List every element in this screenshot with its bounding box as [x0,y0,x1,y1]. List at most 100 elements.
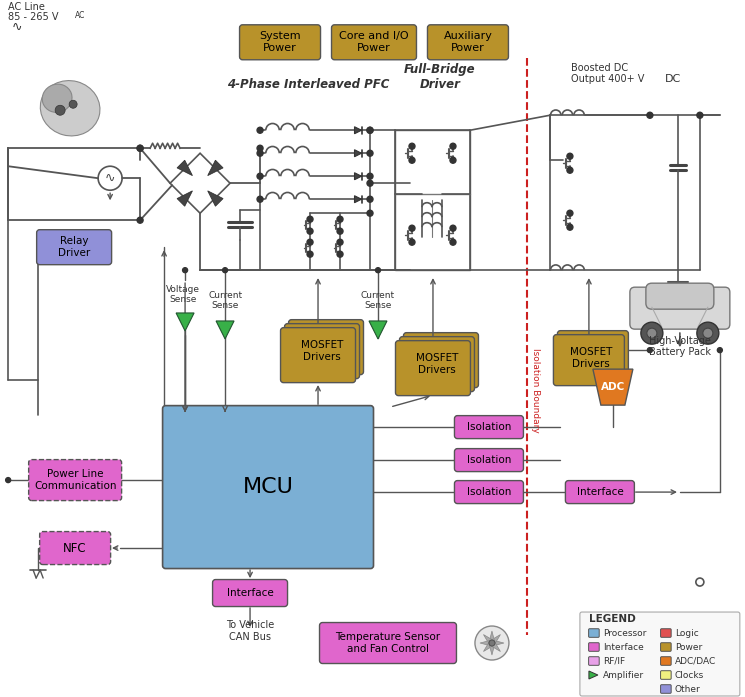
FancyBboxPatch shape [285,323,360,378]
Text: Current
Sense: Current Sense [208,291,242,310]
FancyBboxPatch shape [399,337,475,392]
Text: ∿: ∿ [105,171,115,185]
Circle shape [697,322,719,344]
Circle shape [697,112,703,118]
Polygon shape [355,173,361,180]
Text: Amplifier: Amplifier [603,671,644,680]
Text: AC Line: AC Line [8,2,45,13]
Circle shape [367,128,373,133]
Circle shape [409,158,415,163]
Circle shape [450,239,456,245]
Circle shape [647,348,653,353]
Text: Temperature Sensor
and Fan Control: Temperature Sensor and Fan Control [335,632,440,654]
Circle shape [367,197,373,202]
Ellipse shape [40,81,100,136]
FancyBboxPatch shape [37,230,112,265]
Circle shape [450,225,456,231]
FancyBboxPatch shape [661,684,671,694]
FancyBboxPatch shape [661,671,671,680]
Circle shape [69,100,77,108]
Text: MOSFET
Drivers: MOSFET Drivers [301,340,343,362]
FancyBboxPatch shape [396,341,470,396]
FancyBboxPatch shape [404,332,478,388]
FancyBboxPatch shape [454,415,524,438]
Text: 4-Phase Interleaved PFC: 4-Phase Interleaved PFC [226,78,389,91]
Text: LEGEND: LEGEND [589,614,635,624]
Text: Power: Power [675,643,702,652]
Circle shape [703,328,713,338]
Text: AC: AC [75,11,86,20]
Circle shape [475,626,509,660]
Text: MCU: MCU [243,477,294,497]
FancyBboxPatch shape [661,643,671,651]
Polygon shape [208,160,223,176]
Text: NFC: NFC [63,542,87,555]
Polygon shape [484,634,493,644]
Circle shape [183,268,188,273]
Circle shape [55,105,65,115]
Text: Processor: Processor [603,629,646,638]
Text: System
Power: System Power [259,31,301,53]
Circle shape [137,217,143,223]
Polygon shape [593,369,633,405]
Circle shape [307,216,313,222]
Text: ADC/DAC: ADC/DAC [675,657,716,666]
Circle shape [367,151,373,156]
Text: Isolation: Isolation [467,455,511,465]
Circle shape [409,239,415,245]
Circle shape [337,251,343,257]
Text: Boosted DC
Output 400+ V: Boosted DC Output 400+ V [571,63,644,84]
FancyBboxPatch shape [589,629,599,637]
Circle shape [257,145,263,151]
Polygon shape [369,321,387,339]
Circle shape [6,477,10,482]
Circle shape [337,216,343,222]
FancyBboxPatch shape [589,643,599,651]
FancyBboxPatch shape [212,579,288,606]
FancyBboxPatch shape [281,328,355,383]
Text: 85 - 265 V: 85 - 265 V [8,13,59,22]
Text: Logic: Logic [675,629,699,638]
FancyBboxPatch shape [288,320,364,375]
Circle shape [567,210,573,216]
Text: Core and I/O
Power: Core and I/O Power [339,31,409,53]
Circle shape [337,228,343,234]
FancyBboxPatch shape [589,657,599,666]
FancyBboxPatch shape [646,283,714,309]
FancyBboxPatch shape [28,459,121,500]
Text: ∿: ∿ [12,22,22,34]
FancyBboxPatch shape [565,481,635,504]
Text: Interface: Interface [226,588,273,598]
Text: To Vehicle
CAN Bus: To Vehicle CAN Bus [226,620,274,642]
Polygon shape [484,642,493,652]
Circle shape [489,640,495,646]
Text: Auxiliary
Power: Auxiliary Power [443,31,492,53]
Circle shape [409,144,415,149]
Circle shape [257,174,263,179]
Circle shape [567,167,573,174]
Circle shape [409,225,415,231]
Text: Power Line
Communication: Power Line Communication [34,469,116,491]
Circle shape [307,239,313,245]
Circle shape [367,174,373,179]
Text: Isolation Boundary: Isolation Boundary [531,348,540,433]
Text: MOSFET
Drivers: MOSFET Drivers [570,347,612,369]
Circle shape [337,239,343,245]
FancyBboxPatch shape [661,657,671,666]
Bar [395,130,470,270]
Text: Clocks: Clocks [675,671,704,680]
FancyBboxPatch shape [630,287,730,329]
FancyBboxPatch shape [240,25,320,60]
Circle shape [647,328,657,338]
Circle shape [647,112,653,118]
Circle shape [367,210,373,216]
FancyBboxPatch shape [661,629,671,637]
Polygon shape [216,321,234,339]
FancyBboxPatch shape [39,532,110,565]
Circle shape [257,151,263,156]
Circle shape [257,197,263,202]
Polygon shape [176,313,194,331]
Text: Relay
Driver: Relay Driver [58,236,90,258]
Polygon shape [355,150,361,157]
Polygon shape [177,191,192,206]
